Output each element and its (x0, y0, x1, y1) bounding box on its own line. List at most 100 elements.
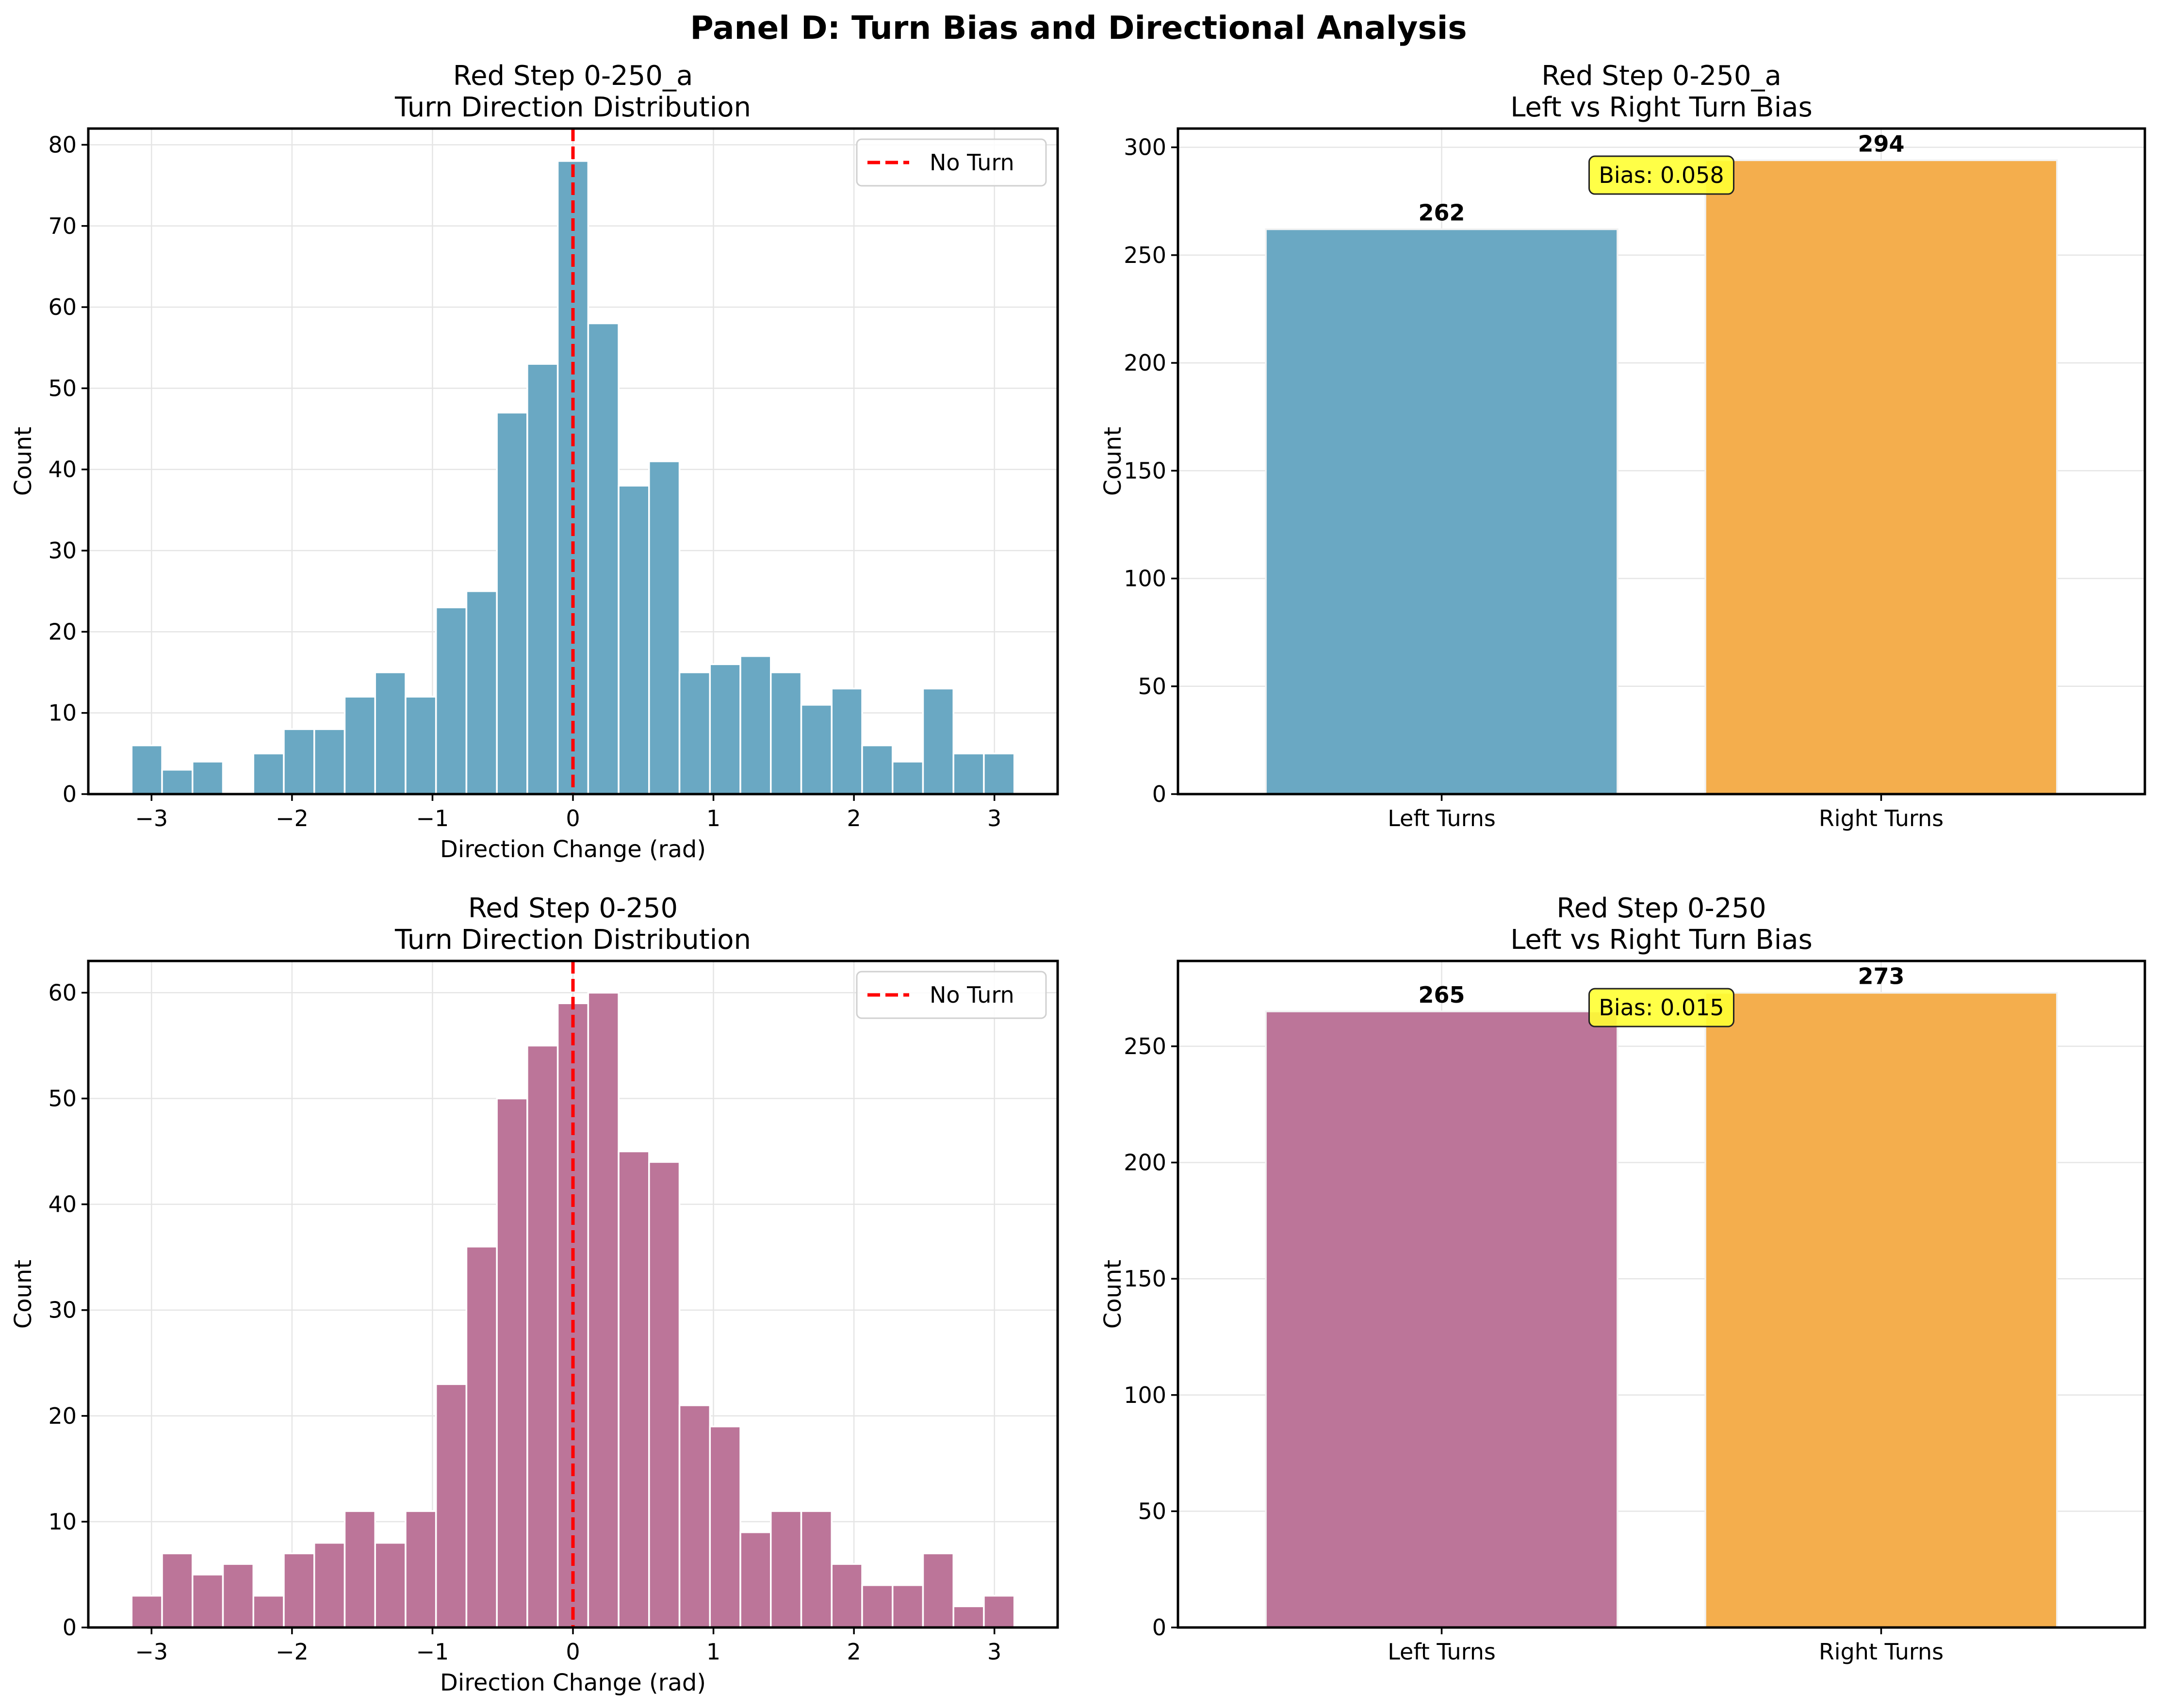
y-tick-label: 100 (1124, 566, 1166, 592)
y-tick-label: 300 (1124, 134, 1166, 161)
histogram-bar (983, 752, 1015, 795)
histogram-bar (161, 769, 194, 795)
chart-0-title-line-2: Turn Direction Distribution (394, 92, 751, 123)
y-tick-label: 200 (1124, 350, 1166, 376)
histogram-bar (952, 1605, 985, 1628)
y-tick-label: 60 (48, 294, 77, 320)
histogram-bar (709, 1425, 741, 1628)
axes-frame (87, 960, 1059, 1629)
legend: No Turn (856, 138, 1047, 187)
y-tick-label: 20 (48, 618, 77, 645)
chart-1-title-line-1: Red Step 0-250_a (1541, 60, 1781, 92)
legend-label: No Turn (930, 982, 1014, 1008)
axes-frame (1177, 127, 2146, 796)
category-label-left-turns: Left Turns (1388, 1639, 1496, 1665)
y-tick-label: 10 (48, 700, 77, 726)
chart-0-ylabel: Count (10, 427, 37, 496)
chart-3-title-line-2: Left vs Right Turn Bias (1510, 924, 1813, 956)
x-tick-label: −2 (276, 1639, 309, 1665)
histogram-bar (587, 992, 620, 1628)
bar-right-turns (1704, 159, 2058, 795)
histogram-bar (800, 704, 833, 795)
histogram-bar (618, 485, 650, 795)
histogram-bar (648, 460, 681, 795)
bias-box (1588, 155, 1734, 195)
histogram-bar (587, 322, 620, 795)
bar-value-label: 294 (1858, 130, 1904, 157)
y-tick-label: 30 (48, 537, 77, 564)
x-tick-label: 3 (987, 805, 1001, 831)
y-tick-label: 50 (48, 1086, 77, 1112)
chart-3-ylabel: Count (1099, 1260, 1127, 1329)
legend-box (856, 138, 1047, 187)
y-tick-label: 30 (48, 1297, 77, 1323)
y-tick-label: 50 (1138, 1498, 1166, 1524)
chart-0-title-line-1: Red Step 0-250_a (453, 60, 693, 92)
y-tick-label: 20 (48, 1403, 77, 1429)
chart-2-title-line-2: Turn Direction Distribution (394, 924, 751, 956)
histogram-bar (283, 728, 315, 795)
histogram-bar (405, 1510, 437, 1628)
y-tick-label: 100 (1124, 1382, 1166, 1408)
x-tick-label: −2 (276, 805, 309, 831)
y-tick-label: 50 (48, 375, 77, 401)
histogram-bar (952, 752, 985, 795)
x-tick-label: 3 (987, 1639, 1001, 1665)
y-tick-label: 0 (1152, 1614, 1166, 1641)
histogram-bar (192, 761, 224, 795)
chart-0-xlabel: Direction Change (rad) (440, 836, 706, 863)
histogram-bar (131, 744, 163, 795)
histogram-bar (526, 363, 559, 795)
bias-annotation: Bias: 0.058 (1588, 155, 1734, 195)
bias-annotation: Bias: 0.015 (1588, 988, 1734, 1027)
category-label-left-turns: Left Turns (1388, 805, 1496, 831)
histogram-bar (252, 752, 285, 795)
chart-3-title-line-1: Red Step 0-250 (1556, 893, 1766, 924)
figure-title: Panel D: Turn Bias and Directional Analy… (690, 9, 1467, 47)
histogram-bar (252, 1594, 285, 1628)
histogram-bar (891, 761, 924, 795)
histogram-bar (283, 1552, 315, 1628)
histogram-bar (861, 1584, 894, 1628)
histogram-bar (496, 411, 528, 795)
histogram-bar (739, 1531, 772, 1628)
histogram-bar (161, 1552, 194, 1628)
y-tick-label: 40 (48, 1191, 77, 1218)
histogram-bar (343, 1510, 376, 1628)
y-tick-label: 0 (1152, 781, 1166, 807)
histogram-bar (618, 1150, 650, 1628)
bar-left-turns (1265, 1010, 1618, 1628)
y-tick-label: 60 (48, 979, 77, 1006)
chart-2-ylabel: Count (10, 1260, 37, 1329)
legend-label: No Turn (930, 149, 1014, 176)
histogram-bar (465, 1246, 498, 1628)
histogram-bar (435, 606, 468, 795)
histogram-bar (313, 1542, 346, 1628)
y-tick-label: 200 (1124, 1150, 1166, 1176)
histogram-bar (739, 655, 772, 795)
chart-2-title-line-1: Red Step 0-250 (468, 893, 678, 924)
histogram-bar (405, 696, 437, 795)
axes-frame (87, 127, 1059, 796)
histogram-bar (192, 1574, 224, 1628)
histogram-bar (678, 671, 711, 795)
histogram-bar (374, 1542, 407, 1628)
histogram-bar (800, 1510, 833, 1628)
x-tick-label: −1 (416, 1639, 449, 1665)
y-tick-label: 0 (63, 1614, 77, 1641)
histogram-bar (343, 696, 376, 795)
y-tick-label: 150 (1124, 1266, 1166, 1292)
histogram-bar (222, 1563, 255, 1628)
histogram-bar (861, 744, 894, 795)
legend: No Turn (856, 971, 1047, 1019)
histogram-bar (465, 590, 498, 795)
bar-value-label: 262 (1419, 200, 1465, 226)
x-tick-label: 2 (847, 805, 861, 831)
bias-text: Bias: 0.058 (1599, 162, 1724, 188)
